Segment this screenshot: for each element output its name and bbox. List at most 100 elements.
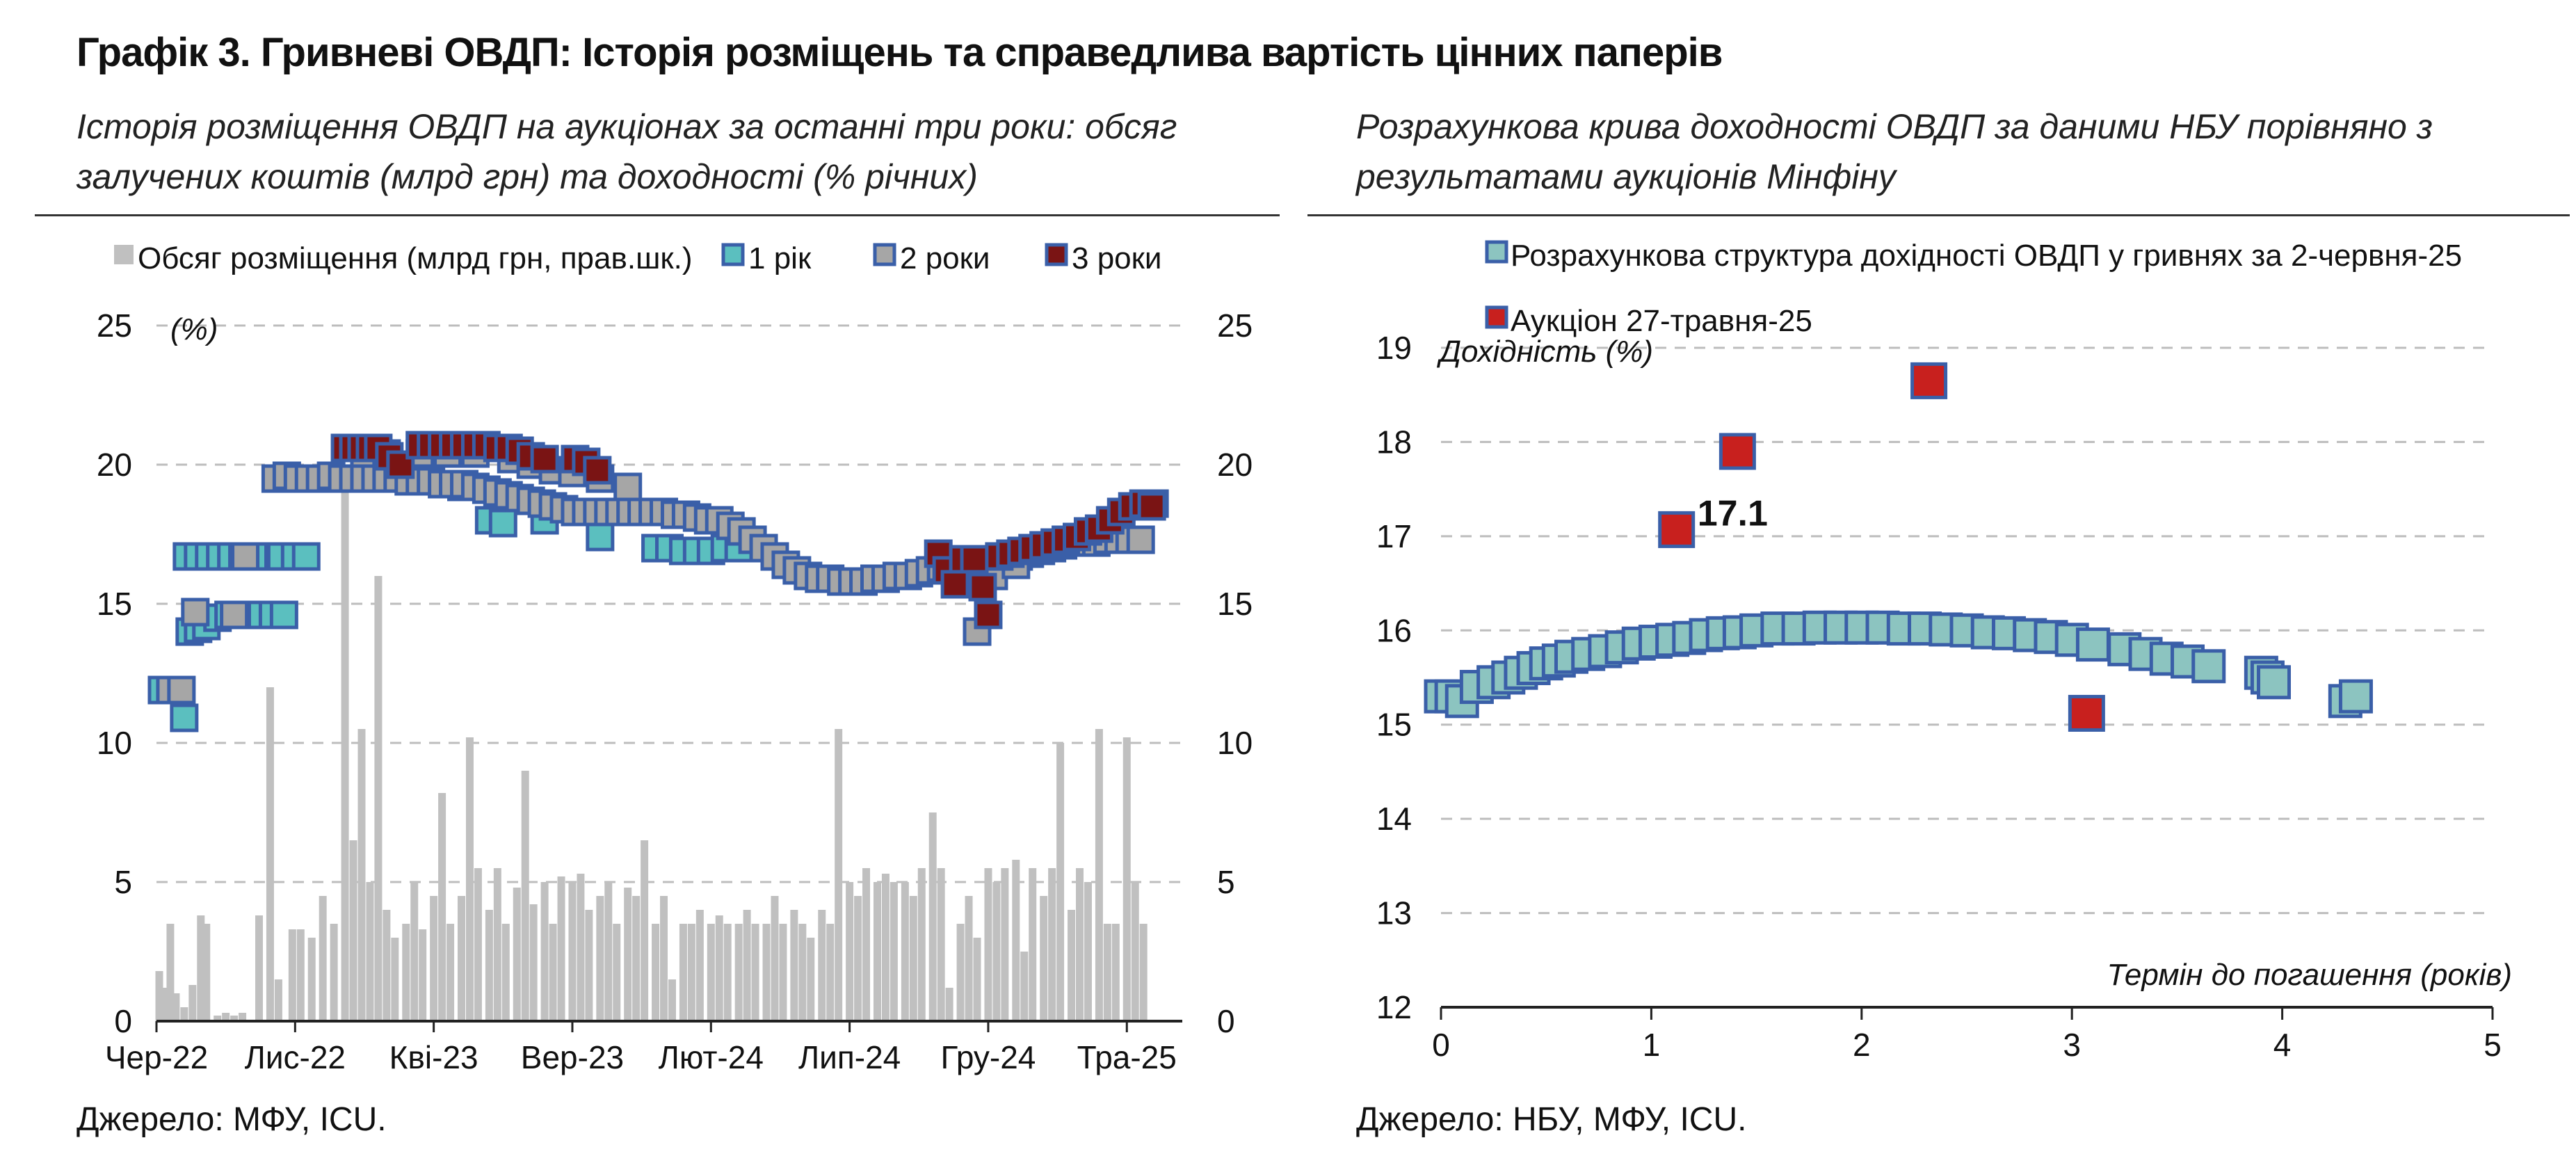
legend-swatch-auction [1485, 305, 1508, 329]
x-tick-label: 5 [2484, 1027, 2502, 1063]
auction-point [1658, 511, 1696, 548]
volume-bar [274, 979, 282, 1021]
volume-bar [1020, 952, 1029, 1021]
volume-bar [540, 882, 549, 1021]
volume-bar [349, 840, 357, 1021]
volume-bar [493, 868, 501, 1021]
volume-bar [180, 1007, 188, 1021]
marker-3y [583, 456, 612, 485]
right-source-note: Джерело: НБУ, МФУ, ICU. [1356, 1101, 1747, 1138]
volume-bar [771, 896, 779, 1021]
legend-label-2y: 2 роки [900, 241, 990, 275]
x-tick-label: 1 [1643, 1027, 1661, 1063]
x-tick-label: Лип-24 [798, 1039, 901, 1075]
curve-point [2338, 679, 2373, 714]
volume-bar [166, 924, 175, 1021]
marker-2y [181, 598, 210, 627]
y-tick-label-right: 15 [1217, 586, 1253, 622]
right-chart-subtitle: Розрахункова крива доходності ОВДП за да… [1356, 107, 2433, 196]
volume-bar [790, 910, 798, 1021]
volume-bar [707, 924, 715, 1021]
legend-label-curve: Розрахункова структура дохідності ОВДП у… [1511, 239, 2462, 273]
volume-bar [743, 910, 751, 1021]
volume-bar [341, 479, 349, 1021]
auction-point [1718, 433, 1756, 470]
page-title: Графік 3. Гривневі ОВДП: Історія розміще… [77, 30, 1723, 75]
volume-bar [357, 729, 366, 1021]
volume-bar [374, 576, 383, 1021]
marker-2y [220, 600, 249, 630]
volume-bar [529, 904, 538, 1021]
volume-bar [366, 882, 374, 1021]
auction-point [1910, 362, 1948, 399]
volume-bar [917, 868, 926, 1021]
y-tick-label: 12 [1376, 989, 1412, 1025]
x-tick-label: Лис-22 [245, 1039, 346, 1075]
x-tick-label: Чер-22 [105, 1039, 208, 1075]
volume-bar [1111, 924, 1120, 1021]
volume-bar [965, 896, 973, 1021]
y-tick-label-right: 25 [1217, 307, 1253, 344]
volume-bar [585, 910, 593, 1021]
placement-history-chart: 0 0 5 5 10 10 15 15 20 20 25 25 Чер-22 Лис-22 Кві-23 Ве… [97, 241, 1253, 1075]
volume-bar [984, 868, 992, 1021]
marker-1y [488, 508, 517, 538]
legend-label-3y: 3 роки [1072, 241, 1161, 275]
volume-bar [641, 840, 649, 1021]
volume-bar [1139, 924, 1148, 1021]
volume-bar [230, 1016, 239, 1021]
volume-bar [430, 896, 438, 1021]
volume-bar [474, 868, 482, 1021]
marker-3y [960, 545, 989, 574]
left-divider [35, 214, 1280, 216]
volume-bar [1001, 868, 1009, 1021]
legend-swatch-curve [1485, 240, 1508, 264]
x-tick-label: Гру-24 [941, 1039, 1036, 1075]
volume-bar [239, 1013, 247, 1021]
legend-label-1y: 1 рік [748, 241, 812, 275]
volume-bar [1095, 729, 1103, 1021]
volume-bar [577, 874, 585, 1021]
x-tick-label: Лют-24 [659, 1039, 764, 1075]
volume-bar [973, 938, 981, 1021]
y-tick-label-right: 0 [1217, 1003, 1235, 1039]
y-tick-label-left: 5 [114, 864, 132, 900]
volume-bar [881, 874, 889, 1021]
y-tick-label-right: 5 [1217, 864, 1235, 900]
volume-bar [159, 988, 168, 1021]
right-x-axis-label: Термін до погашення (років) [2107, 958, 2512, 992]
legend-swatch-1y [721, 243, 745, 266]
x-tick-label: 4 [2273, 1027, 2292, 1063]
volume-bar [679, 924, 687, 1021]
volume-bar [172, 993, 180, 1021]
y-tick-label-left: 15 [97, 586, 132, 622]
volume-bar [155, 971, 163, 1021]
volume-bar [652, 924, 660, 1021]
volume-bar [798, 924, 807, 1021]
y-tick-label-left: 10 [97, 725, 132, 761]
volume-bar [846, 882, 854, 1021]
left-source-note: Джерело: МФУ, ICU. [77, 1101, 387, 1138]
volume-bar [762, 924, 771, 1021]
volume-bar [1131, 882, 1139, 1021]
volume-bar [695, 910, 704, 1021]
legend-swatch-3y [1045, 243, 1068, 266]
volume-bar [854, 896, 862, 1021]
volume-bar [307, 938, 316, 1021]
volume-bar [889, 882, 898, 1021]
volume-bar [1056, 743, 1065, 1021]
y-tick-label-left: 0 [114, 1003, 132, 1039]
volume-bar [873, 882, 881, 1021]
volume-bar [632, 896, 641, 1021]
marker-3y [1137, 492, 1166, 521]
volume-bar [901, 882, 909, 1021]
marker-3y [940, 570, 969, 599]
volume-bar [521, 771, 529, 1021]
annotation-label: 17.1 [1698, 493, 1768, 534]
volume-bar [197, 915, 205, 1021]
marker-2y [963, 617, 992, 646]
volume-bar [438, 793, 446, 1021]
volume-bar [715, 915, 723, 1021]
volume-bar [818, 910, 826, 1021]
volume-bar [1029, 868, 1037, 1021]
